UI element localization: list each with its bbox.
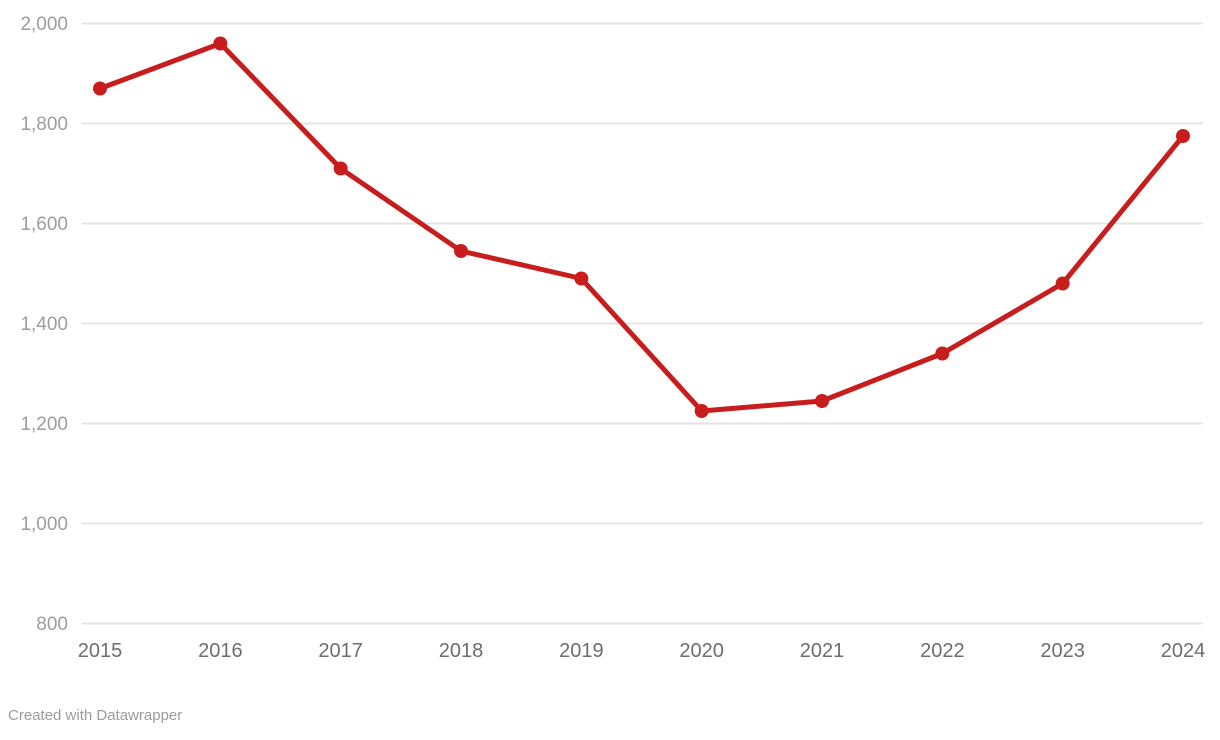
x-axis-tick-label-2023: 2023 (1040, 640, 1085, 662)
x-axis-tick-label-2021: 2021 (800, 640, 845, 662)
x-axis-tick-label-2016: 2016 (198, 640, 243, 662)
data-point-2023[interactable] (1055, 276, 1070, 291)
x-axis-tick-label-2015: 2015 (78, 640, 123, 662)
series-line (97, 41, 1186, 414)
data-point-2024[interactable] (1176, 129, 1190, 143)
data-point-2018[interactable] (454, 244, 468, 258)
data-point-2016[interactable] (213, 36, 228, 51)
y-axis-tick-label: 1,800 (20, 114, 68, 135)
data-point-2019[interactable] (574, 271, 589, 286)
y-axis-tick-label: 800 (36, 614, 68, 635)
y-axis-tick-label: 1,400 (20, 314, 68, 335)
y-axis-tick-label: 1,000 (20, 514, 68, 535)
data-point-2022[interactable] (935, 346, 950, 361)
data-point-2020[interactable] (694, 404, 709, 418)
data-point-2015[interactable] (93, 81, 107, 96)
y-axis-tick-label: 2,000 (20, 14, 68, 35)
y-axis-tick-label: 1,200 (20, 414, 68, 435)
x-axis-tick-label-2022: 2022 (920, 640, 965, 662)
x-axis-tick-label-2024: 2024 (1161, 640, 1206, 662)
x-axis-tick-label-2018: 2018 (439, 640, 484, 662)
x-axis-tick-label-2020: 2020 (679, 640, 724, 662)
data-point-2017[interactable] (333, 161, 348, 176)
data-point-2021[interactable] (815, 394, 829, 408)
x-axis-tick-label-2019: 2019 (559, 640, 604, 662)
datawrapper-credit-link[interactable]: Created with Datawrapper (8, 707, 183, 724)
y-axis-tick-label: 1,600 (20, 214, 68, 235)
x-axis-tick-label-2017: 2017 (318, 640, 363, 662)
